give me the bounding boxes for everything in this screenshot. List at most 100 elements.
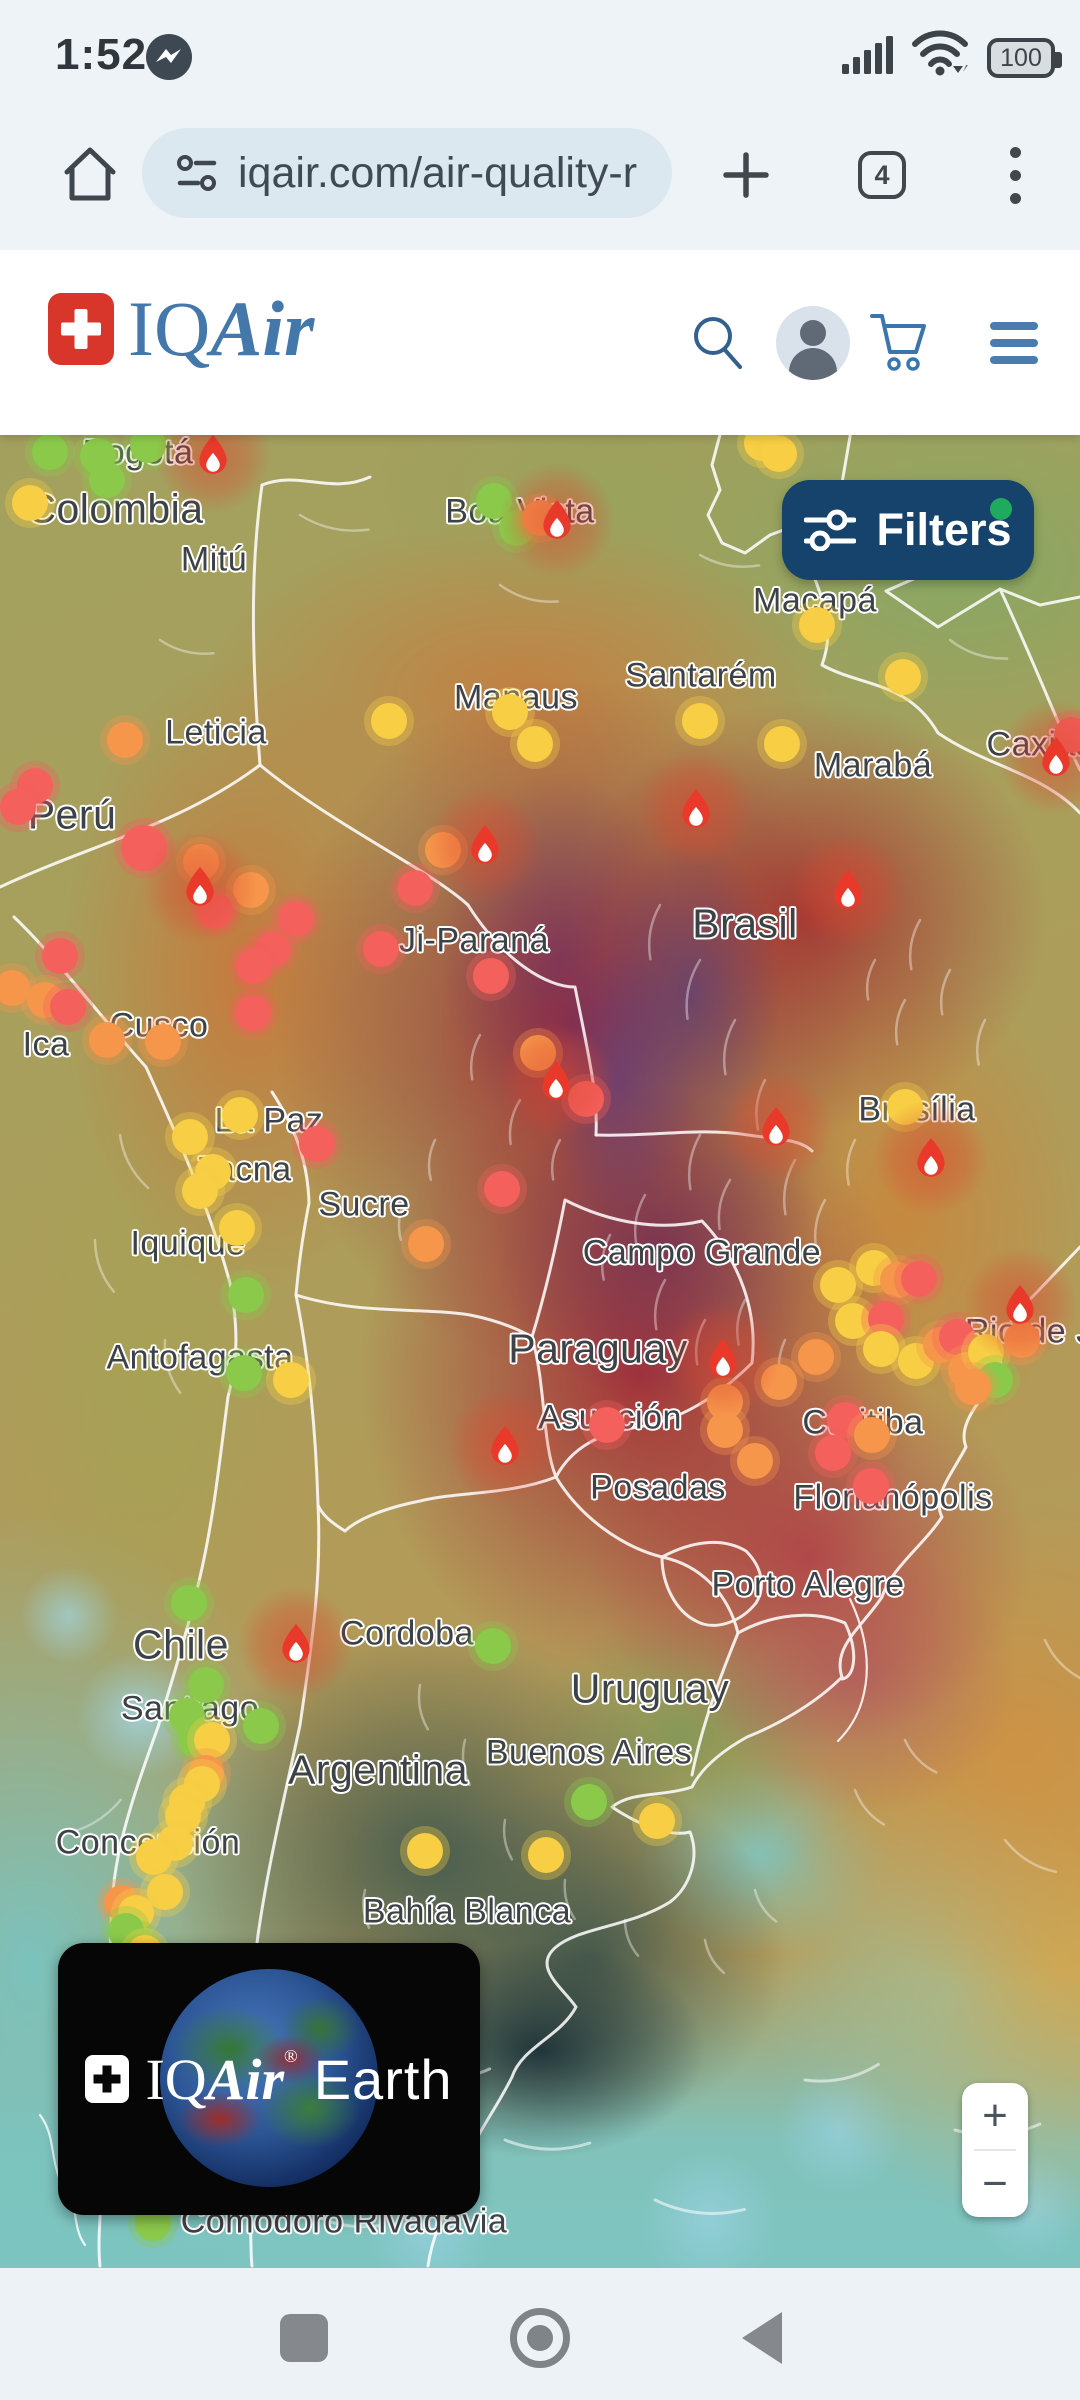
tab-switcher-button[interactable]: 4 [852,100,912,250]
aqi-station-dot-yellow[interactable] [147,1874,183,1910]
aqi-station-dot-green[interactable] [32,435,68,470]
back-button[interactable] [742,2312,782,2364]
aqi-station-dot-yellow[interactable] [136,1839,172,1875]
fire-icon[interactable] [496,1021,616,1141]
aqi-station-dot-green[interactable] [89,462,125,498]
aqi-station-dot-yellow[interactable] [222,1097,258,1133]
aqi-station-dot-orange[interactable] [737,1443,773,1479]
fire-icon[interactable] [871,1098,991,1218]
zoom-out-button[interactable]: − [962,2151,1028,2217]
url-bar[interactable]: iqair.com/air-quality-r [142,128,672,218]
aqi-station-dot-red[interactable] [397,870,433,906]
aqi-station-dot-yellow[interactable] [492,694,528,730]
aqi-station-dot-orange[interactable] [854,1417,890,1453]
zoom-in-button[interactable]: + [962,2083,1028,2149]
aqi-station-dot-yellow[interactable] [863,1331,899,1367]
fire-icon[interactable] [425,785,545,905]
aqi-station-dot-red[interactable] [0,789,36,825]
fire-icon[interactable] [140,827,260,947]
aqi-station-dot-orange[interactable] [0,970,30,1006]
new-tab-button[interactable] [706,100,786,250]
aqi-station-dot-orange[interactable] [145,1024,181,1060]
site-settings-icon[interactable] [174,150,220,196]
aqi-station-dot-yellow[interactable] [835,1303,871,1339]
aqi-station-dot-yellow[interactable] [799,607,835,643]
aqi-station-dot-green[interactable] [188,1667,224,1703]
aqi-station-dot-red[interactable] [299,1126,335,1162]
aqi-station-dot-red[interactable] [363,931,399,967]
zoom-divider [974,2149,1016,2151]
iqair-logo[interactable]: IQAir [48,290,314,368]
aqi-station-dot-yellow[interactable] [219,1210,255,1246]
url-text: iqair.com/air-quality-r [238,148,638,197]
air-quality-map[interactable]: BogotáColombiaMitúBoa VistaMacapáSantaré… [0,435,1080,2268]
aqi-station-dot-yellow[interactable] [371,703,407,739]
aqi-station-dot-red[interactable] [484,1171,520,1207]
aqi-station-dot-green[interactable] [571,1784,607,1820]
iqair-earth-card[interactable]: IQAir® Earth [58,1943,480,2215]
aqi-station-dot-red[interactable] [278,901,314,937]
aqi-station-dot-yellow[interactable] [885,659,921,695]
fire-icon[interactable] [663,1299,783,1419]
map-label-florianopolis: Florianópolis [793,1478,993,1517]
recents-button[interactable] [280,2314,328,2362]
aqi-station-dot-orange[interactable] [798,1339,834,1375]
brand-iq: IQ [128,285,211,372]
cart-icon[interactable] [866,310,930,376]
home-button[interactable] [52,100,128,250]
aqi-station-dot-red[interactable] [853,1468,889,1504]
browser-menu-button[interactable] [985,100,1045,250]
aqi-station-dot-orange[interactable] [107,722,143,758]
map-label-sucre: Sucre [318,1185,410,1224]
aqi-station-dot-green[interactable] [475,1628,511,1664]
map-label-paraguay: Paraguay [508,1325,688,1372]
aqi-station-dot-red[interactable] [42,938,78,974]
aqi-station-dot-red[interactable] [235,995,271,1031]
aqi-station-dot-yellow[interactable] [528,1837,564,1873]
aqi-station-dot-green[interactable] [171,1585,207,1621]
fire-icon[interactable] [716,1067,836,1187]
iqair-header: IQAir [0,250,1080,435]
aqi-station-dot-yellow[interactable] [172,1119,208,1155]
fire-icon[interactable] [960,1245,1080,1365]
map-label-mitu: Mitú [180,540,248,579]
aqi-station-dot-orange[interactable] [89,1022,125,1058]
aqi-station-dot-green[interactable] [243,1708,279,1744]
fire-icon[interactable] [636,749,756,869]
aqi-station-dot-yellow[interactable] [517,726,553,762]
signal-strength-icon [842,36,893,78]
map-label-argentina: Argentina [287,1746,469,1793]
fire-icon[interactable] [788,830,908,950]
fire-icon[interactable] [497,460,617,580]
aqi-station-dot-yellow[interactable] [194,1722,230,1758]
account-avatar[interactable] [776,305,850,380]
aqi-station-dot-yellow[interactable] [182,1173,218,1209]
fire-icon[interactable] [445,1386,565,1506]
aqi-station-dot-yellow[interactable] [639,1803,675,1839]
aqi-station-dot-red[interactable] [236,948,272,984]
aqi-station-dot-red[interactable] [473,958,509,994]
home-nav-button[interactable] [510,2308,570,2368]
android-nav-bar [0,2268,1080,2400]
aqi-station-dot-red[interactable] [50,989,86,1025]
aqi-station-dot-yellow[interactable] [764,726,800,762]
aqi-station-dot-yellow[interactable] [682,703,718,739]
aqi-station-dot-green[interactable] [226,1355,262,1391]
menu-icon[interactable] [990,321,1038,364]
aqi-station-dot-yellow[interactable] [761,436,797,472]
aqi-station-dot-green[interactable] [228,1277,264,1313]
search-icon[interactable] [686,311,750,375]
aqi-station-dot-yellow[interactable] [273,1362,309,1398]
fire-icon[interactable] [236,1584,356,1704]
filters-button[interactable]: Filters [782,480,1034,580]
aqi-station-dot-yellow[interactable] [820,1267,856,1303]
aqi-station-dot-orange[interactable] [408,1226,444,1262]
aqi-station-dot-orange[interactable] [955,1369,991,1405]
aqi-station-dot-red[interactable] [901,1261,937,1297]
aqi-station-dot-yellow[interactable] [407,1833,443,1869]
map-label-cordoba: Cordoba [340,1614,474,1653]
aqi-station-dot-red[interactable] [589,1407,625,1443]
aqi-station-dot-yellow[interactable] [12,485,48,521]
aqi-station-dot-red[interactable] [815,1435,851,1471]
